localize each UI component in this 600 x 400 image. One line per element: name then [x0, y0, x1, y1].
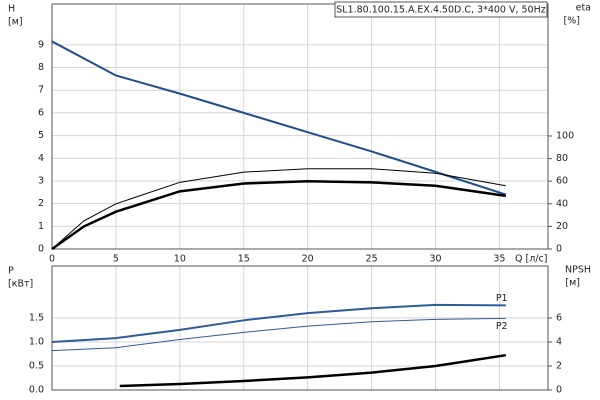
y2-axis-unit: [м]: [565, 278, 580, 289]
curve: [51, 40, 507, 196]
y2-tick-label: 6: [556, 312, 562, 323]
y2-tick-label: 4: [556, 336, 562, 347]
y-tick-label: 3: [38, 175, 44, 186]
y-tick-label: 0: [38, 244, 44, 255]
x-tick-label: 20: [302, 254, 314, 265]
x-tick-label: 5: [113, 254, 119, 265]
plot-frame: [51, 3, 549, 250]
y-tick-label: 6: [38, 107, 44, 118]
y-tick-label: 7: [38, 85, 44, 96]
curve-label: P2: [496, 321, 508, 332]
x-tick-label: 25: [366, 254, 378, 265]
y-tick-label: 1.5: [29, 312, 44, 323]
y-axis-label: P: [8, 266, 14, 277]
chart-title: SL1.80.100.15.A.EX.4.50D.C, 3*400 V, 50H…: [336, 5, 546, 16]
x-tick-label: 30: [429, 254, 441, 265]
y-tick-label: 4: [38, 153, 44, 164]
y-tick-label: 0.5: [29, 360, 44, 371]
y2-axis-unit: [%]: [564, 16, 580, 27]
y-tick-label: 2: [38, 198, 44, 209]
y2-tick-label: 80: [556, 153, 568, 164]
plot-frame: [51, 265, 549, 391]
y2-axis-label: eta: [576, 3, 591, 14]
curve: [51, 303, 506, 343]
y-tick-label: 0.0: [29, 385, 44, 396]
x-axis-label: Q [л/с]: [515, 254, 547, 265]
y-tick-label: 9: [38, 39, 44, 50]
y-axis-label: H: [8, 4, 15, 15]
y-axis-unit: [кВт]: [8, 279, 33, 290]
curve: [51, 179, 506, 251]
x-tick-label: 0: [49, 254, 55, 265]
x-tick-label: 15: [238, 254, 250, 265]
y-tick-label: 1.0: [29, 336, 44, 347]
curve: [51, 168, 506, 250]
curve-label: P1: [496, 293, 508, 304]
y2-tick-label: 2: [556, 360, 562, 371]
y-axis-unit: [м]: [8, 17, 23, 28]
y-tick-label: 8: [38, 62, 44, 73]
y2-tick-label: 0: [556, 244, 562, 255]
x-tick-label: 35: [493, 254, 505, 265]
y2-axis-label: NPSH: [565, 265, 591, 276]
y2-tick-label: 40: [556, 198, 568, 209]
y-tick-label: 1: [38, 221, 44, 232]
y2-tick-label: 0: [556, 385, 562, 396]
y-tick-label: 5: [38, 130, 44, 141]
x-tick-label: 10: [174, 254, 186, 265]
y2-tick-label: 60: [556, 176, 568, 187]
title-box: [334, 1, 548, 18]
curve: [51, 317, 506, 352]
y2-tick-label: 20: [556, 221, 568, 232]
y2-tick-label: 100: [556, 130, 574, 141]
curve: [119, 353, 506, 388]
